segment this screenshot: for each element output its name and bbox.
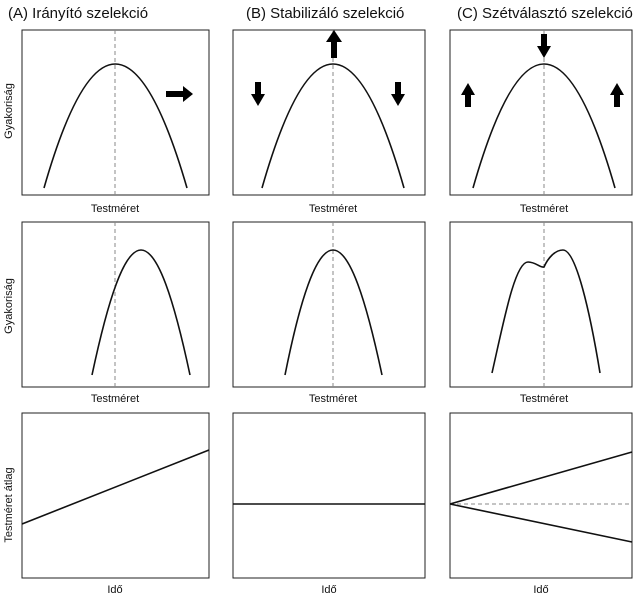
xlabel: Testméret: [309, 393, 357, 405]
panel-frame: [449, 412, 633, 579]
panel-frame: [232, 221, 426, 388]
frequency-curve: [284, 249, 383, 376]
panel-C-before: Testméret: [449, 29, 633, 215]
title-directional-selection: (A) Irányító szelekció: [8, 5, 148, 22]
frequency-curve: [472, 63, 616, 189]
arrow-up-icon: [326, 30, 342, 58]
panel-A-before: Testméret: [21, 29, 210, 215]
arrow-right-icon: [166, 86, 193, 102]
frequency-curve: [261, 63, 405, 189]
xlabel: Testméret: [91, 393, 139, 405]
xlabel: Idő: [321, 584, 336, 596]
xlabel: Idő: [533, 584, 548, 596]
panel-A-after: Testméret: [21, 221, 210, 405]
xlabel: Testméret: [520, 393, 568, 405]
panel-frame: [449, 29, 633, 196]
frequency-curve: [491, 249, 601, 374]
ylabel-row1-frequency: Gyakoriság: [3, 83, 15, 139]
xlabel: Idő: [107, 584, 122, 596]
arrow-down-icon: [251, 82, 265, 106]
xlabel: Testméret: [520, 203, 568, 215]
title-stabilizing-selection: (B) Stabilizáló szelekció: [246, 5, 404, 22]
xlabel: Testméret: [91, 203, 139, 215]
upper-trend-line: [449, 451, 633, 505]
panel-C-after: Testméret: [449, 221, 633, 405]
ylabel-row3-mean-body-size: Testméret átlag: [3, 467, 15, 542]
panel-C-trend: Idő: [449, 412, 633, 596]
ylabel-row2-frequency: Gyakoriság: [3, 278, 15, 334]
arrow-up-icon: [461, 83, 475, 107]
title-disruptive-selection: (C) Szétválasztó szelekció: [457, 5, 633, 22]
lower-trend-line: [449, 503, 633, 543]
panel-A-trend: Idő: [21, 412, 210, 596]
panel-frame: [21, 412, 210, 579]
mean-trend-line: [21, 449, 210, 525]
panel-frame: [232, 29, 426, 196]
frequency-curve: [91, 249, 191, 376]
panel-B-before: Testméret: [232, 29, 426, 215]
arrow-down-icon: [537, 34, 551, 58]
arrow-down-icon: [391, 82, 405, 106]
panel-B-after: Testméret: [232, 221, 426, 405]
panel-frame: [449, 221, 633, 388]
arrow-up-icon: [610, 83, 624, 107]
frequency-curve: [43, 63, 188, 189]
xlabel: Testméret: [309, 203, 357, 215]
panel-B-trend: Idő: [232, 412, 426, 596]
panel-frame: [232, 412, 426, 579]
